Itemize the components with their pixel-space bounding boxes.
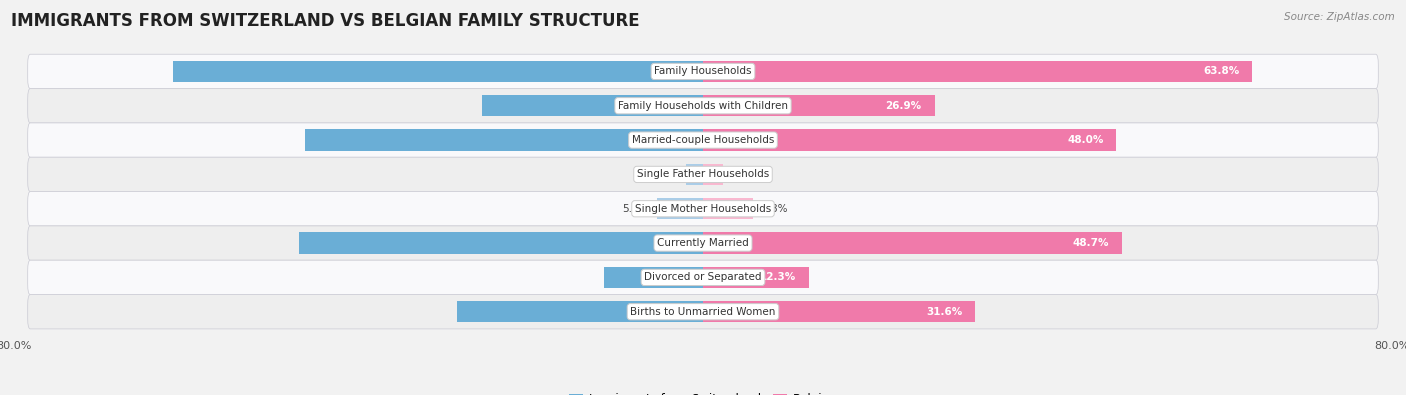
FancyBboxPatch shape	[28, 54, 1378, 88]
FancyBboxPatch shape	[28, 260, 1378, 295]
Bar	[686, 164, 703, 185]
Text: Divorced or Separated: Divorced or Separated	[644, 273, 762, 282]
Text: 63.8%: 63.8%	[1204, 66, 1240, 76]
FancyBboxPatch shape	[28, 88, 1378, 123]
Bar	[605, 267, 703, 288]
Text: 31.6%: 31.6%	[927, 307, 962, 317]
Bar	[305, 130, 703, 151]
Text: Family Households with Children: Family Households with Children	[619, 101, 787, 111]
Text: Births to Unmarried Women: Births to Unmarried Women	[630, 307, 776, 317]
Bar	[703, 232, 1122, 254]
Text: Currently Married: Currently Married	[657, 238, 749, 248]
Bar	[482, 95, 703, 117]
Text: 12.3%: 12.3%	[759, 273, 796, 282]
Bar	[703, 95, 935, 117]
FancyBboxPatch shape	[28, 295, 1378, 329]
FancyBboxPatch shape	[28, 226, 1378, 260]
Text: Single Father Households: Single Father Households	[637, 169, 769, 179]
Text: 25.7%: 25.7%	[690, 101, 727, 111]
Bar	[703, 61, 1253, 82]
Text: 2.3%: 2.3%	[731, 169, 758, 179]
Bar	[173, 61, 703, 82]
Text: 2.0%: 2.0%	[651, 169, 678, 179]
Text: Single Mother Households: Single Mother Households	[636, 204, 770, 214]
Text: 61.6%: 61.6%	[690, 66, 727, 76]
Text: Family Households: Family Households	[654, 66, 752, 76]
Text: 46.9%: 46.9%	[690, 238, 727, 248]
Bar	[703, 198, 754, 219]
Bar	[658, 198, 703, 219]
Text: 26.9%: 26.9%	[886, 101, 922, 111]
Text: 28.6%: 28.6%	[690, 307, 727, 317]
Bar	[703, 267, 808, 288]
Bar	[299, 232, 703, 254]
Text: 46.2%: 46.2%	[690, 135, 727, 145]
Text: Source: ZipAtlas.com: Source: ZipAtlas.com	[1284, 12, 1395, 22]
Text: 5.8%: 5.8%	[762, 204, 787, 214]
Text: Married-couple Households: Married-couple Households	[631, 135, 775, 145]
Bar	[457, 301, 703, 322]
Legend: Immigrants from Switzerland, Belgian: Immigrants from Switzerland, Belgian	[564, 388, 842, 395]
Text: IMMIGRANTS FROM SWITZERLAND VS BELGIAN FAMILY STRUCTURE: IMMIGRANTS FROM SWITZERLAND VS BELGIAN F…	[11, 12, 640, 30]
Text: 48.0%: 48.0%	[1067, 135, 1104, 145]
FancyBboxPatch shape	[28, 157, 1378, 192]
Bar	[703, 130, 1116, 151]
Text: 48.7%: 48.7%	[1073, 238, 1109, 248]
Text: 5.3%: 5.3%	[623, 204, 648, 214]
FancyBboxPatch shape	[28, 123, 1378, 157]
Bar	[703, 164, 723, 185]
Bar	[703, 301, 976, 322]
Text: 11.5%: 11.5%	[690, 273, 727, 282]
FancyBboxPatch shape	[28, 192, 1378, 226]
